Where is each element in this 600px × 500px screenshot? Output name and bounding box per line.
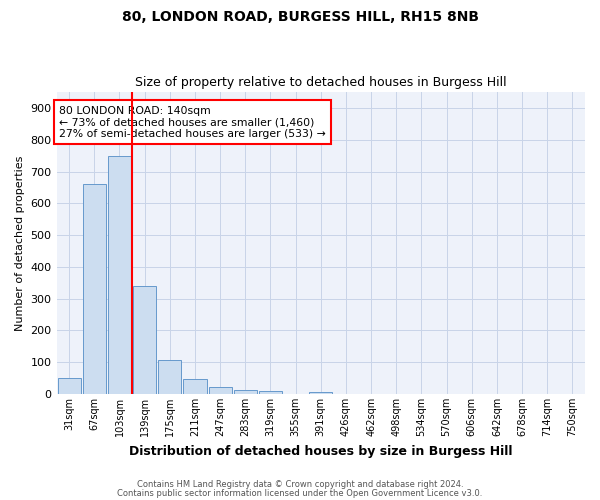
Bar (234, 390, 257, 394)
X-axis label: Distribution of detached houses by size in Burgess Hill: Distribution of detached houses by size … (129, 444, 512, 458)
Text: 80 LONDON ROAD: 140sqm
← 73% of detached houses are smaller (1,460)
27% of semi-: 80 LONDON ROAD: 140sqm ← 73% of detached… (59, 106, 326, 139)
Bar (309, 392, 332, 394)
Title: Size of property relative to detached houses in Burgess Hill: Size of property relative to detached ho… (135, 76, 506, 90)
Text: Contains public sector information licensed under the Open Government Licence v3: Contains public sector information licen… (118, 489, 482, 498)
Bar (83, 184, 106, 394)
Bar (133, 286, 156, 394)
Bar (158, 360, 181, 394)
Y-axis label: Number of detached properties: Number of detached properties (15, 156, 25, 330)
Text: 80, LONDON ROAD, BURGESS HILL, RH15 8NB: 80, LONDON ROAD, BURGESS HILL, RH15 8NB (121, 10, 479, 24)
Bar (108, 156, 131, 394)
Bar (184, 379, 206, 394)
Bar (259, 391, 282, 394)
Text: Contains HM Land Registry data © Crown copyright and database right 2024.: Contains HM Land Registry data © Crown c… (137, 480, 463, 489)
Bar (58, 378, 80, 394)
Bar (209, 387, 232, 394)
